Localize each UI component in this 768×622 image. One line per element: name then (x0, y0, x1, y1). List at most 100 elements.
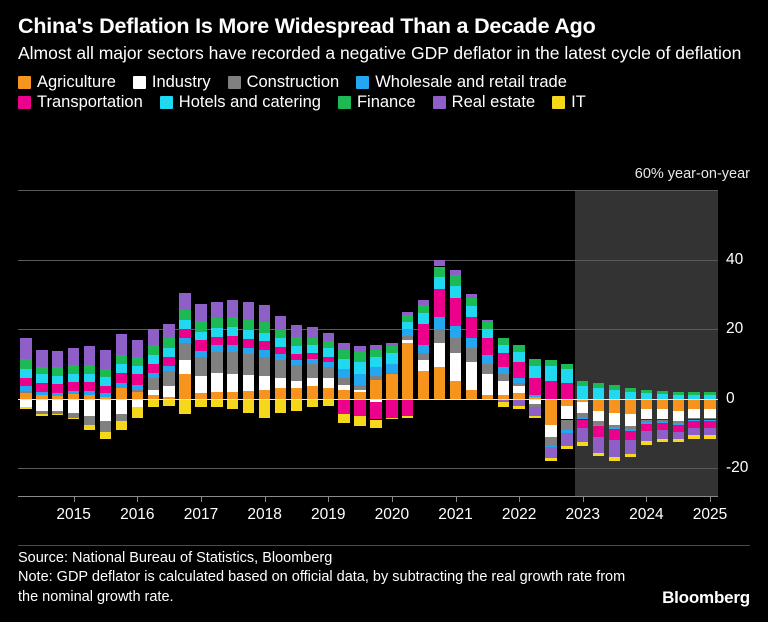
bar-column[interactable] (354, 190, 366, 496)
bar-column[interactable] (672, 190, 684, 496)
bar-column[interactable] (497, 190, 509, 496)
bar-segment (195, 303, 207, 322)
bar-column[interactable] (433, 190, 446, 496)
bar-column[interactable] (545, 190, 557, 496)
bar-segment (370, 356, 382, 368)
bar-segment (99, 386, 112, 394)
bar-segment (481, 363, 494, 375)
bar-column[interactable] (83, 190, 96, 496)
bar-column[interactable] (561, 190, 573, 496)
bar-segment (115, 398, 128, 415)
bar-segment (67, 347, 80, 365)
bar-column[interactable] (529, 190, 541, 496)
bar-column[interactable] (211, 190, 223, 496)
bar-column[interactable] (640, 190, 653, 496)
bar-column[interactable] (99, 190, 112, 496)
bar-column[interactable] (227, 190, 239, 496)
bar-column[interactable] (147, 190, 159, 496)
legend-item[interactable]: Transportation (18, 94, 143, 111)
bar-segment (481, 329, 494, 338)
x-axis-labels: 2015 2016 2017 2018 2019 2020 2021 2022 2023 2024… (18, 496, 727, 526)
bar-segment (497, 344, 509, 354)
bar-column[interactable] (402, 190, 414, 496)
bar-column[interactable] (67, 190, 80, 496)
bar-segment (370, 349, 382, 357)
bar-column[interactable] (608, 190, 621, 496)
bar-segment (274, 360, 287, 378)
bar-column[interactable] (481, 190, 494, 496)
bar-column[interactable] (179, 190, 191, 496)
bar-segment (211, 372, 223, 392)
bar-column[interactable] (322, 190, 334, 496)
bar-column[interactable] (36, 190, 48, 496)
bar-segment (656, 398, 669, 410)
bar-segment (115, 388, 128, 399)
bar-segment (417, 313, 430, 324)
bar-column[interactable] (688, 190, 700, 496)
bar-column[interactable] (338, 190, 350, 496)
bar-segment (672, 438, 684, 443)
x-axis-line (18, 496, 718, 497)
bar-segment (147, 389, 159, 396)
bar-segment (52, 395, 64, 399)
bar-column[interactable] (52, 190, 64, 496)
bar-column[interactable] (513, 190, 525, 496)
legend-item[interactable]: Hotels and catering (159, 94, 321, 111)
bar-column[interactable] (274, 190, 287, 496)
bar-segment (672, 391, 684, 396)
bar-column[interactable] (131, 190, 144, 496)
bar-column[interactable] (449, 190, 462, 496)
bar-segment (577, 386, 589, 399)
bar-segment (338, 358, 350, 370)
bar-column[interactable] (577, 190, 589, 496)
legend-item[interactable]: Construction (227, 72, 340, 91)
zero-line (18, 398, 718, 401)
bar-segment (704, 409, 716, 418)
bar-segment (242, 338, 255, 348)
bar-column[interactable] (624, 190, 637, 496)
bar-segment (433, 367, 446, 399)
bar-column[interactable] (20, 190, 32, 496)
bar-segment (608, 457, 621, 461)
bar-segment (131, 384, 144, 390)
bar-column[interactable] (465, 190, 478, 496)
bar-segment (274, 377, 287, 389)
bar-column[interactable] (290, 190, 303, 496)
bar-segment (99, 431, 112, 439)
legend-item[interactable]: Industry (132, 74, 211, 91)
legend-item[interactable]: Wholesale and retail trade (356, 74, 567, 91)
bar-column[interactable] (370, 190, 382, 496)
bar-column[interactable] (704, 190, 716, 496)
bar-segment (417, 299, 430, 305)
bar-segment (640, 393, 653, 399)
legend-item[interactable]: Finance (337, 94, 416, 111)
bar-segment (67, 398, 80, 413)
bar-segment (561, 398, 573, 406)
bar-column[interactable] (417, 190, 430, 496)
bar-segment (290, 398, 303, 411)
bar-segment (274, 329, 287, 339)
legend-item[interactable]: IT (552, 94, 586, 111)
bar-segment (529, 398, 541, 404)
bar-column[interactable] (386, 190, 398, 496)
bar-column[interactable] (656, 190, 669, 496)
legend-item-label: IT (571, 93, 586, 112)
bar-column[interactable] (163, 190, 175, 496)
bar-column[interactable] (115, 190, 128, 496)
legend-item[interactable]: Agriculture (18, 74, 116, 91)
bar-segment (688, 428, 700, 436)
bar-segment (545, 360, 557, 366)
bar-column[interactable] (242, 190, 255, 496)
legend-item[interactable]: Real estate (432, 94, 535, 111)
legend-item-label: Construction (246, 72, 340, 91)
bar-column[interactable] (592, 190, 605, 496)
bar-segment (322, 367, 334, 378)
bar-segment (688, 417, 700, 420)
bar-segment (354, 391, 366, 399)
bar-segment (20, 369, 32, 378)
bar-segment (52, 398, 64, 411)
bar-column[interactable] (195, 190, 207, 496)
bar-segment (147, 329, 159, 345)
bar-column[interactable] (258, 190, 271, 496)
bar-column[interactable] (306, 190, 319, 496)
